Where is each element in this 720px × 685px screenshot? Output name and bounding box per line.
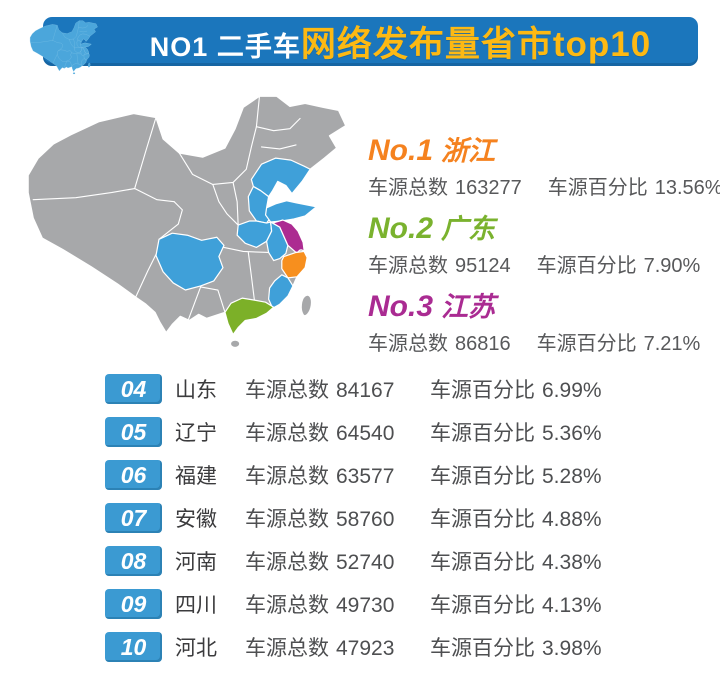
total-label: 车源总数 [245,465,329,488]
top3-entry-1: No.1 浙江 车源总数 163277 车源百分比 13.56% [368,134,720,200]
rank2-label: No.2 [368,212,434,245]
percent-label: 车源百分比 [430,594,535,617]
row-province: 安徽 [175,508,217,531]
rank3-province: 江苏 [441,292,496,322]
percent-label: 车源百分比 [536,255,637,277]
percent-label: 车源百分比 [430,465,535,488]
total-label: 车源总数 [245,508,329,531]
row-province: 辽宁 [175,422,217,445]
row-province: 河北 [175,637,217,660]
rank-badge: 04 [105,374,162,404]
row-province: 河南 [175,551,217,574]
total-label: 车源总数 [368,333,448,355]
rank1-label: No.1 [368,134,434,167]
table-row: 05 辽宁 车源总数 64540 车源百分比 5.36% [105,417,665,447]
rank3-detail: 车源总数 86816 车源百分比 7.21% [368,327,712,356]
total-value: 47923 [336,637,395,660]
percent-label: 车源百分比 [430,379,535,402]
total-label: 车源总数 [245,551,329,574]
total-label: 车源总数 [245,637,329,660]
rank3-total-value: 86816 [455,333,511,355]
rank1-percent-value: 13.56% [654,177,720,199]
percent-value: 6.99% [542,379,602,402]
header-bar: NO1 二手车 网络发布量省市top10 [43,17,698,66]
row-total: 车源总数 63577 [245,460,430,490]
table-row: 06 福建 车源总数 63577 车源百分比 5.28% [105,460,665,490]
total-label: 车源总数 [245,594,329,617]
row-percent: 车源百分比 4.38% [430,546,602,576]
table-row: 08 河南 车源总数 52740 车源百分比 4.38% [105,546,665,576]
rank2-percent-value: 7.90% [643,255,701,277]
percent-label: 车源百分比 [430,551,535,574]
row-province: 山东 [175,379,217,402]
table-row: 09 四川 车源总数 49730 车源百分比 4.13% [105,589,665,619]
rank3-label: No.3 [368,290,434,323]
row-percent: 车源百分比 4.13% [430,589,602,619]
row-percent: 车源百分比 6.99% [430,374,602,404]
percent-value: 5.28% [542,465,602,488]
total-value: 52740 [336,551,395,574]
percent-value: 4.13% [542,594,602,617]
top3-rank2-heading: No.2 广东 [368,212,712,246]
row-total: 车源总数 84167 [245,374,430,404]
total-value: 49730 [336,594,395,617]
row-percent: 车源百分比 3.98% [430,632,602,662]
row-percent: 车源百分比 5.36% [430,417,602,447]
percent-label: 车源百分比 [430,422,535,445]
title-white-part: NO1 二手车 [149,32,301,62]
total-value: 84167 [336,379,395,402]
row-total: 车源总数 49730 [245,589,430,619]
percent-label: 车源百分比 [536,333,637,355]
rank2-total-value: 95124 [455,255,511,277]
row-total: 车源总数 47923 [245,632,430,662]
top3-rank1-heading: No.1 浙江 [368,134,712,168]
rank-list: 04 山东 车源总数 84167 车源百分比 6.99% 05 辽宁 车源总数 645… [105,374,665,675]
title-yellow-part: 网络发布量省市top10 [300,25,652,64]
rank-badge: 05 [105,417,162,447]
total-label: 车源总数 [368,255,448,277]
top3-entry-2: No.2 广东 车源总数 95124 车源百分比 7.90% [368,212,712,278]
total-label: 车源总数 [245,379,329,402]
top3-entry-3: No.3 江苏 车源总数 86816 车源百分比 7.21% [368,290,712,356]
percent-value: 5.36% [542,422,602,445]
row-total: 车源总数 64540 [245,417,430,447]
rank2-province: 广东 [441,214,496,244]
rank1-province: 浙江 [441,136,496,166]
rank-badge: 10 [105,632,162,662]
percent-value: 4.88% [542,508,602,531]
percent-label: 车源百分比 [547,177,648,199]
rank1-total-value: 163277 [455,177,522,199]
rank1-detail: 车源总数 163277 车源百分比 13.56% [368,171,720,200]
rank-badge: 08 [105,546,162,576]
row-total: 车源总数 58760 [245,503,430,533]
percent-value: 4.38% [542,551,602,574]
row-percent: 车源百分比 4.88% [430,503,602,533]
total-value: 63577 [336,465,395,488]
top3-rank3-heading: No.3 江苏 [368,290,712,324]
row-province: 福建 [175,465,217,488]
row-total: 车源总数 52740 [245,546,430,576]
china-map [28,96,346,348]
table-row: 10 河北 车源总数 47923 车源百分比 3.98% [105,632,665,662]
total-value: 64540 [336,422,395,445]
total-value: 58760 [336,508,395,531]
rank-badge: 07 [105,503,162,533]
row-percent: 车源百分比 5.28% [430,460,602,490]
table-row: 04 山东 车源总数 84167 车源百分比 6.99% [105,374,665,404]
rank3-percent-value: 7.21% [643,333,701,355]
rank2-detail: 车源总数 95124 车源百分比 7.90% [368,249,712,278]
rank-badge: 06 [105,460,162,490]
row-province: 四川 [175,594,217,617]
percent-label: 车源百分比 [430,508,535,531]
page-title: NO1 二手车 网络发布量省市top10 [90,16,651,67]
table-row: 07 安徽 车源总数 58760 车源百分比 4.88% [105,503,665,533]
percent-label: 车源百分比 [430,637,535,660]
percent-value: 3.98% [542,637,602,660]
total-label: 车源总数 [368,177,448,199]
top3-section: No.1 浙江 车源总数 163277 车源百分比 13.56% No.2 广东 车源总数… [368,134,720,368]
total-label: 车源总数 [245,422,329,445]
china-map-icon [30,20,98,75]
rank-badge: 09 [105,589,162,619]
